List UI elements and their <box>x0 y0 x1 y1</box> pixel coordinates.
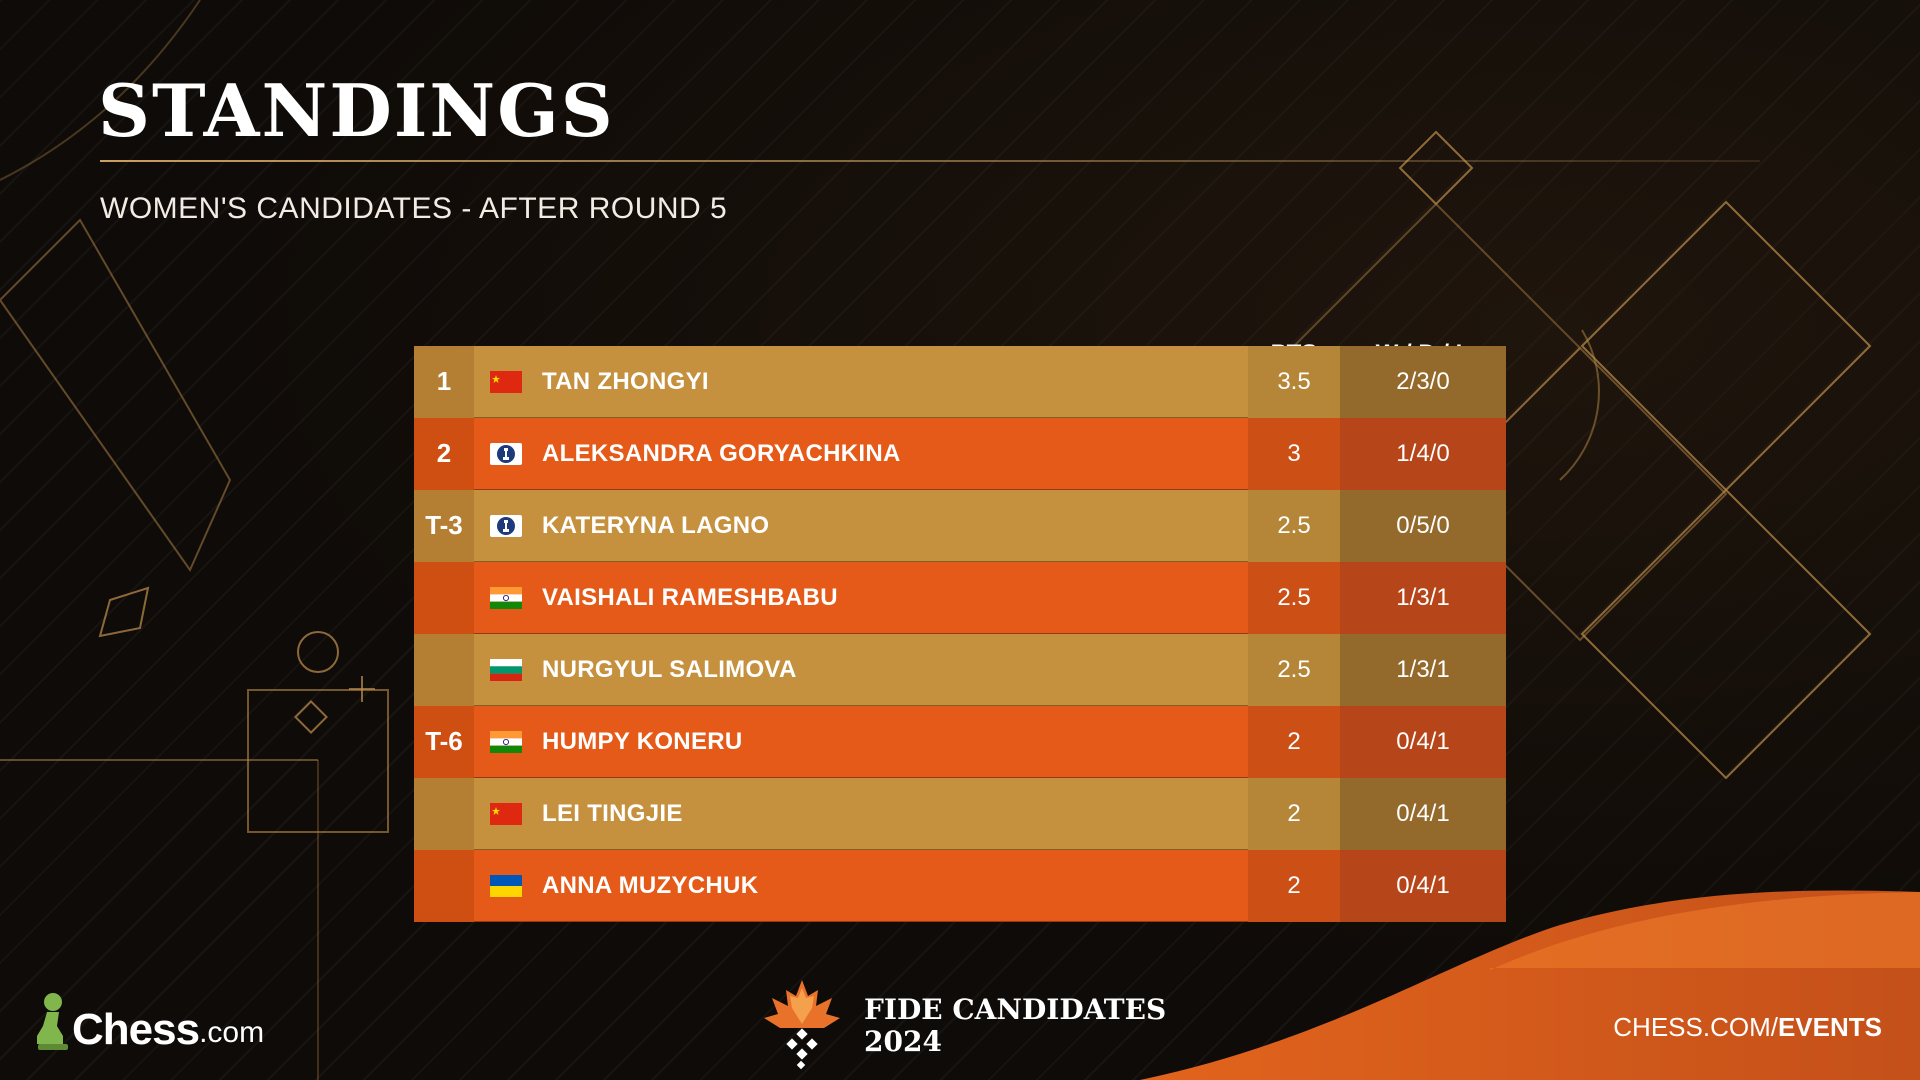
player-name: NURGYUL SALIMOVA <box>542 655 797 683</box>
rank-cell: T-6 <box>414 705 474 778</box>
points-cell: 2.5 <box>1248 633 1340 706</box>
page-subtitle: WOMEN'S CANDIDATES - AFTER ROUND 5 <box>100 192 728 225</box>
event-line-1: FIDE CANDIDATES <box>864 993 1167 1026</box>
table-row: VAISHALI RAMESHBABU 2.5 1/3/1 <box>414 561 1506 634</box>
points-cell: 2 <box>1248 705 1340 778</box>
logo-word: Chess <box>72 1005 200 1054</box>
rank-cell <box>414 777 474 850</box>
fide-flag-icon <box>490 514 522 537</box>
player-name: ANNA MUZYCHUK <box>542 871 759 899</box>
standings-table: 1 TAN ZHONGYI 3.5 2/3/0 2 ALEKSANDRA GOR… <box>414 345 1506 922</box>
table-row: ANNA MUZYCHUK 2 0/4/1 <box>414 849 1506 922</box>
url-prefix: CHESS.COM/ <box>1613 1012 1778 1042</box>
chesscom-logo: Chess .com <box>36 990 264 1052</box>
table-row: T-6 HUMPY KONERU 2 0/4/1 <box>414 705 1506 778</box>
wdl-cell: 1/3/1 <box>1340 633 1506 706</box>
wdl-cell: 0/4/1 <box>1340 849 1506 922</box>
table-row: 1 TAN ZHONGYI 3.5 2/3/0 <box>414 345 1506 418</box>
player-name: ALEKSANDRA GORYACHKINA <box>542 439 901 467</box>
wdl-cell: 0/4/1 <box>1340 777 1506 850</box>
title-divider <box>100 160 1760 162</box>
url-bold: EVENTS <box>1777 1012 1882 1042</box>
wdl-cell: 1/4/0 <box>1340 417 1506 490</box>
events-url[interactable]: CHESS.COM/EVENTS <box>1613 1012 1882 1043</box>
points-cell: 2 <box>1248 777 1340 850</box>
wdl-cell: 1/3/1 <box>1340 561 1506 634</box>
table-row: T-3 KATERYNA LAGNO 2.5 0/5/0 <box>414 489 1506 562</box>
ukraine-flag-icon <box>490 874 522 897</box>
logo-suffix: .com <box>199 1016 265 1049</box>
china-flag-icon <box>490 370 522 393</box>
points-cell: 2 <box>1248 849 1340 922</box>
player-name: LEI TINGJIE <box>542 799 683 827</box>
event-branding: FIDE CANDIDATES 2024 <box>762 980 1166 1072</box>
player-name: HUMPY KONERU <box>542 727 743 755</box>
player-name: VAISHALI RAMESHBABU <box>542 583 838 611</box>
rank-cell <box>414 633 474 706</box>
rank-cell <box>414 561 474 634</box>
wdl-cell: 0/4/1 <box>1340 705 1506 778</box>
rank-cell: 2 <box>414 417 474 490</box>
table-row: LEI TINGJIE 2 0/4/1 <box>414 777 1506 850</box>
points-cell: 3 <box>1248 417 1340 490</box>
wdl-cell: 0/5/0 <box>1340 489 1506 562</box>
page-title: STANDINGS <box>98 68 615 153</box>
player-name: TAN ZHONGYI <box>542 367 709 395</box>
rank-cell: 1 <box>414 345 474 418</box>
table-row: 2 ALEKSANDRA GORYACHKINA 3 1/4/0 <box>414 417 1506 490</box>
fide-flag-icon <box>490 442 522 465</box>
event-title: FIDE CANDIDATES 2024 <box>864 994 1166 1058</box>
rank-cell: T-3 <box>414 489 474 562</box>
china-flag-icon <box>490 802 522 825</box>
india-flag-icon <box>490 730 522 753</box>
bulgaria-flag-icon <box>490 658 522 681</box>
event-line-2: 2024 <box>864 1025 942 1058</box>
points-cell: 2.5 <box>1248 561 1340 634</box>
table-row: NURGYUL SALIMOVA 2.5 1/3/1 <box>414 633 1506 706</box>
india-flag-icon <box>490 586 522 609</box>
player-name: KATERYNA LAGNO <box>542 511 770 539</box>
pawn-icon <box>37 993 68 1050</box>
wdl-cell: 2/3/0 <box>1340 345 1506 418</box>
rank-cell <box>414 849 474 922</box>
points-cell: 3.5 <box>1248 345 1340 418</box>
points-cell: 2.5 <box>1248 489 1340 562</box>
maple-leaf-chessboard-icon <box>764 980 840 1070</box>
